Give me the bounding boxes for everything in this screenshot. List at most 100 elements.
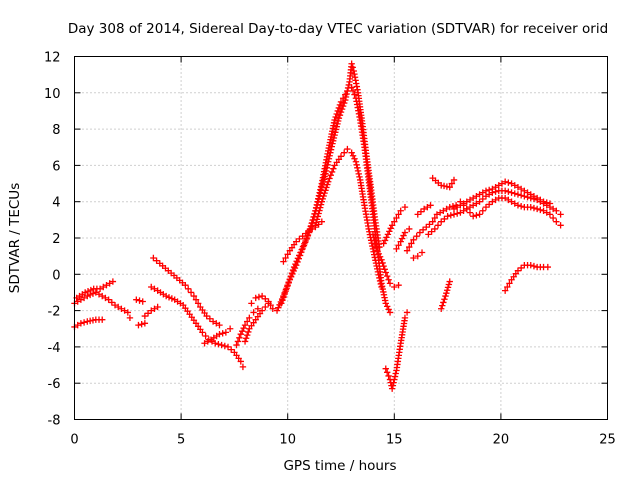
data-point bbox=[331, 116, 338, 124]
data-point bbox=[317, 204, 324, 211]
data-point bbox=[546, 200, 554, 207]
data-point bbox=[280, 294, 287, 301]
data-point bbox=[324, 181, 331, 188]
data-point bbox=[199, 329, 206, 336]
data-point bbox=[517, 192, 525, 199]
data-point bbox=[385, 306, 392, 313]
data-point bbox=[216, 330, 223, 338]
data-point bbox=[221, 342, 229, 350]
data-point bbox=[463, 205, 470, 213]
data-point bbox=[319, 195, 326, 203]
data-point bbox=[297, 249, 304, 256]
data-point bbox=[369, 231, 377, 238]
data-point bbox=[327, 149, 334, 156]
data-point bbox=[505, 179, 512, 186]
y-tick-label: 4 bbox=[52, 196, 60, 211]
data-point bbox=[299, 243, 307, 250]
data-point bbox=[316, 207, 323, 214]
data-point bbox=[187, 289, 195, 296]
data-point bbox=[351, 155, 358, 162]
x-tick-label: 5 bbox=[177, 433, 185, 448]
data-point bbox=[332, 129, 339, 136]
data-point bbox=[333, 123, 340, 130]
data-point bbox=[87, 286, 95, 294]
data-point bbox=[329, 137, 337, 144]
data-point bbox=[80, 319, 88, 326]
data-point bbox=[290, 263, 298, 271]
data-point bbox=[138, 321, 145, 328]
data-point bbox=[446, 203, 453, 211]
data-point bbox=[395, 211, 402, 218]
data-point bbox=[278, 300, 285, 307]
data-point bbox=[343, 90, 350, 98]
data-point bbox=[418, 249, 426, 256]
data-point bbox=[527, 203, 534, 211]
data-point bbox=[375, 250, 382, 257]
data-point bbox=[383, 369, 391, 376]
y-tick-label: 10 bbox=[44, 87, 61, 102]
data-point bbox=[353, 161, 360, 168]
data-point bbox=[219, 330, 226, 337]
data-point bbox=[282, 254, 289, 262]
data-point bbox=[453, 210, 461, 217]
y-tick-label: -6 bbox=[48, 377, 61, 392]
data-point bbox=[135, 321, 142, 329]
y-tick-label: 8 bbox=[52, 123, 60, 138]
data-point bbox=[349, 87, 357, 95]
data-point bbox=[442, 292, 449, 300]
data-point bbox=[334, 120, 341, 128]
data-point bbox=[287, 272, 295, 280]
data-point bbox=[376, 253, 384, 260]
data-point bbox=[318, 198, 326, 205]
data-point bbox=[508, 189, 515, 196]
data-point bbox=[242, 335, 250, 342]
data-point bbox=[325, 178, 332, 185]
data-point bbox=[292, 260, 299, 268]
x-axis-title: GPS time / hours bbox=[283, 458, 396, 474]
data-point bbox=[89, 290, 97, 297]
data-point bbox=[376, 274, 383, 282]
data-point bbox=[383, 303, 391, 310]
data-point bbox=[391, 218, 398, 225]
data-point bbox=[521, 193, 528, 200]
data-point bbox=[327, 172, 334, 179]
y-axis-title: SDTVAR / TECUs bbox=[7, 183, 23, 293]
data-point bbox=[375, 271, 382, 279]
data-point bbox=[280, 258, 287, 265]
data-point bbox=[77, 320, 85, 327]
data-point bbox=[381, 237, 389, 244]
data-point bbox=[505, 188, 512, 195]
data-point bbox=[262, 303, 269, 311]
data-point bbox=[351, 91, 358, 98]
data-point bbox=[540, 198, 547, 205]
data-point bbox=[543, 199, 550, 206]
data-point bbox=[356, 173, 363, 181]
data-point bbox=[388, 385, 396, 392]
x-tick-labels: 0 5 10 15 20 25 bbox=[70, 433, 615, 448]
data-point bbox=[391, 373, 399, 380]
data-point bbox=[557, 211, 564, 218]
data-point bbox=[469, 213, 477, 220]
data-point bbox=[283, 285, 290, 292]
data-point bbox=[332, 126, 340, 133]
data-point bbox=[330, 134, 338, 142]
data-point bbox=[226, 325, 234, 332]
data-point bbox=[325, 155, 333, 162]
data-point bbox=[216, 321, 223, 329]
data-point bbox=[374, 265, 381, 273]
data-point bbox=[320, 192, 327, 200]
data-point bbox=[192, 296, 200, 303]
data-point bbox=[342, 93, 350, 101]
data-point bbox=[546, 211, 554, 218]
data-point bbox=[501, 187, 509, 195]
data-point bbox=[410, 254, 417, 262]
data-point bbox=[371, 240, 379, 247]
data-point bbox=[289, 266, 297, 274]
data-point bbox=[328, 168, 336, 176]
data-point bbox=[384, 231, 392, 238]
data-point bbox=[533, 205, 541, 213]
y-tick-label: -8 bbox=[48, 414, 61, 429]
data-point bbox=[348, 60, 355, 67]
data-point bbox=[243, 318, 251, 325]
data-point bbox=[446, 278, 453, 285]
